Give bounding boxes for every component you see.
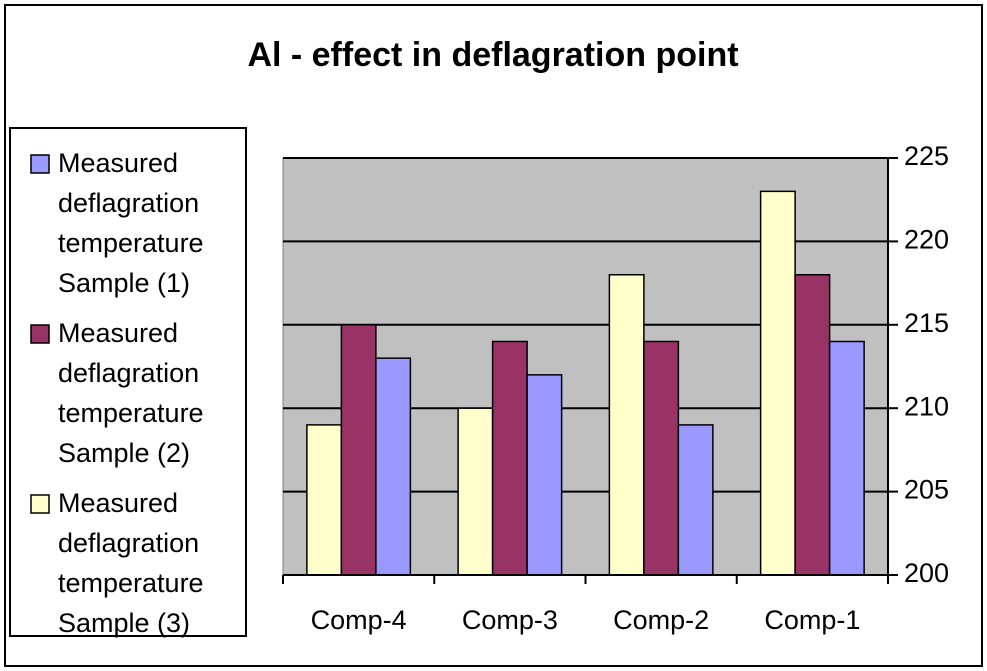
bar bbox=[306, 424, 343, 576]
x-tick-label: Comp-2 bbox=[613, 605, 709, 635]
legend-label: Measured deflagration temperature Sample… bbox=[58, 488, 204, 638]
legend-swatch bbox=[30, 154, 50, 174]
legend-swatch bbox=[30, 324, 50, 344]
bar bbox=[794, 274, 831, 576]
y-tick-label: 215 bbox=[904, 308, 949, 338]
y-tick-label: 210 bbox=[904, 391, 949, 421]
bar bbox=[677, 424, 714, 576]
legend-label: Measured deflagration temperature Sample… bbox=[58, 148, 204, 298]
bar bbox=[643, 340, 680, 576]
x-tick-label: Comp-1 bbox=[764, 605, 860, 635]
legend-label: Measured deflagration temperature Sample… bbox=[58, 318, 204, 468]
y-tick-label: 225 bbox=[904, 141, 949, 171]
chart-title: Al - effect in deflagration point bbox=[247, 36, 738, 74]
bar bbox=[340, 324, 377, 576]
bar bbox=[828, 340, 865, 576]
bar bbox=[759, 190, 796, 576]
x-tick-label: Comp-4 bbox=[311, 605, 407, 635]
bar bbox=[608, 274, 645, 576]
bar bbox=[491, 340, 528, 576]
x-tick-label: Comp-3 bbox=[462, 605, 558, 635]
legend-swatch bbox=[30, 494, 50, 514]
y-tick-label: 200 bbox=[904, 558, 949, 588]
legend-box bbox=[9, 127, 247, 637]
bar bbox=[375, 357, 412, 576]
bar bbox=[526, 374, 563, 576]
bar bbox=[457, 407, 494, 576]
y-tick-label: 220 bbox=[904, 225, 949, 255]
y-tick-label: 205 bbox=[904, 475, 949, 505]
